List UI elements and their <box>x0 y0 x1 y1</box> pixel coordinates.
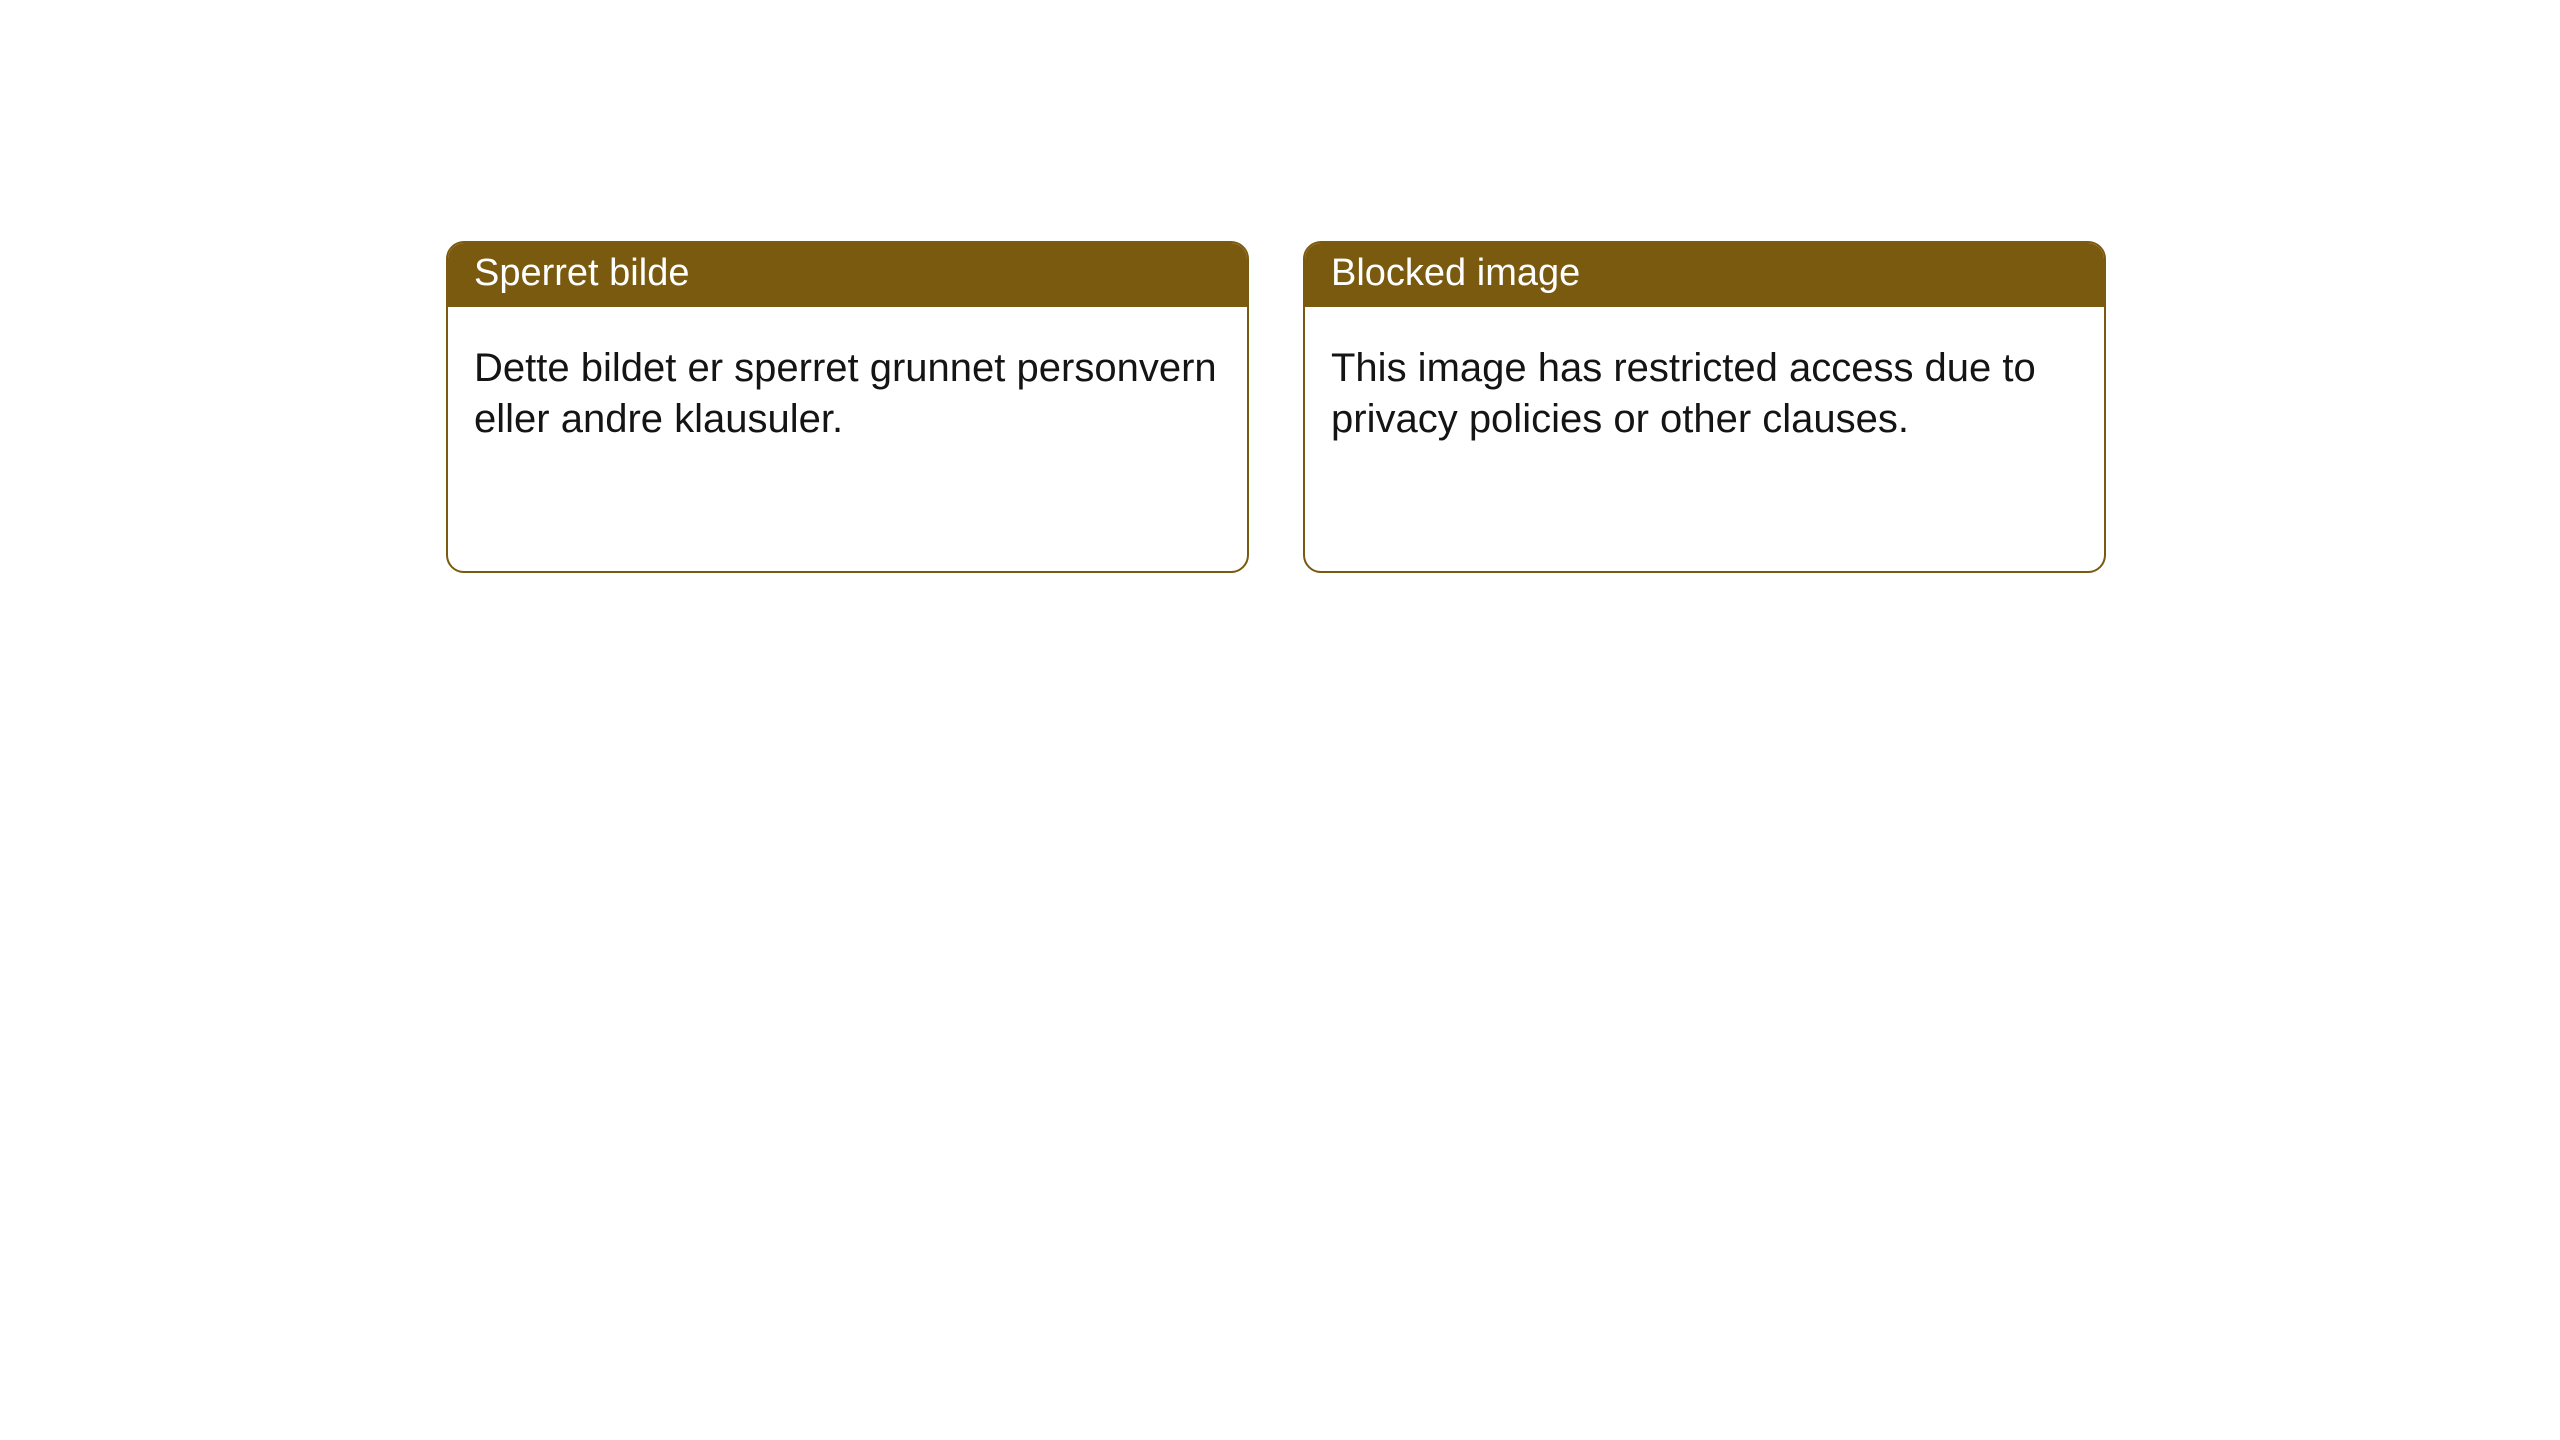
notice-card-norwegian: Sperret bilde Dette bildet er sperret gr… <box>446 241 1249 573</box>
notice-title: Sperret bilde <box>448 243 1247 307</box>
notice-title: Blocked image <box>1305 243 2104 307</box>
notice-body: Dette bildet er sperret grunnet personve… <box>448 307 1247 472</box>
notice-card-english: Blocked image This image has restricted … <box>1303 241 2106 573</box>
notice-body: This image has restricted access due to … <box>1305 307 2104 472</box>
notice-container: Sperret bilde Dette bildet er sperret gr… <box>0 0 2560 573</box>
